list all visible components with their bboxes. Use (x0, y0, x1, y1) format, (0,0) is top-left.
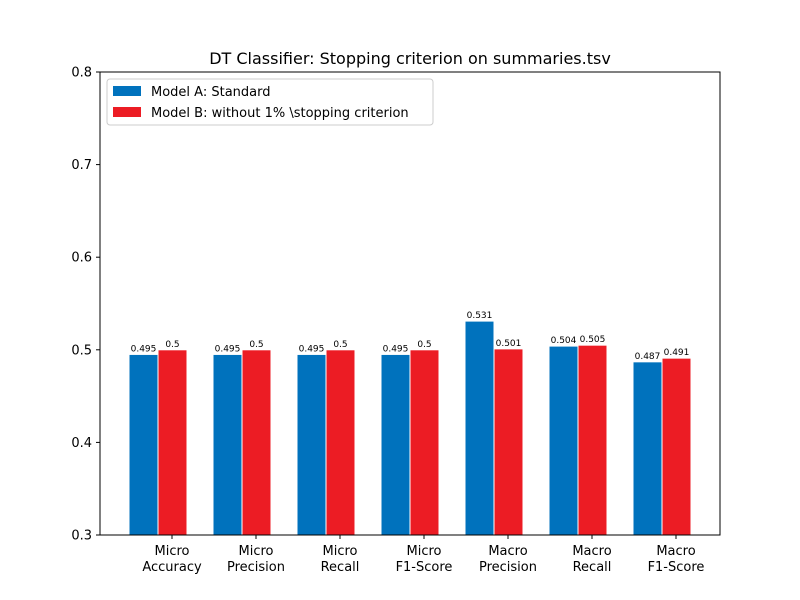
data-label: 0.505 (580, 335, 606, 345)
y-tick-label: 0.4 (71, 436, 92, 451)
data-label: 0.5 (333, 340, 347, 350)
plot-frame (99, 71, 721, 536)
bar-model-a (632, 361, 663, 536)
legend-swatch (113, 86, 141, 96)
legend-label: Model B: without 1% \stopping criterion (151, 106, 409, 121)
legend-box (106, 78, 434, 126)
y-axis: 0.3 0.4 0.5 0.6 0.7 0.8 (71, 66, 100, 544)
bars-group: 0.495 0.5 0.495 0.5 0.495 0.5 0.495 0.5 0.531 0.5… (128, 311, 692, 536)
x-axis: MicroAccuracyMicroPrecisionMicroRecallMi… (142, 535, 704, 575)
x-tick-label: Micro (155, 544, 190, 559)
bar-model-b (325, 349, 356, 536)
data-label: 0.501 (496, 339, 522, 349)
data-label: 0.504 (551, 336, 577, 346)
x-tick-label: Recall (321, 560, 360, 575)
y-tick-label: 0.6 (71, 251, 92, 266)
bar-model-b (157, 349, 188, 536)
y-tick-label: 0.3 (71, 529, 92, 544)
x-tick-label: F1-Score (396, 560, 453, 575)
data-label: 0.495 (215, 344, 241, 354)
bar-model-b (493, 348, 524, 536)
bar-model-b (241, 349, 272, 536)
data-label: 0.5 (417, 340, 431, 350)
data-label: 0.531 (467, 311, 493, 321)
data-label: 0.5 (165, 340, 179, 350)
legend-label: Model A: Standard (151, 85, 270, 100)
data-label: 0.495 (299, 344, 325, 354)
bar-model-a (212, 353, 243, 536)
x-tick-label: F1-Score (648, 560, 705, 575)
bar-model-b (409, 349, 440, 536)
x-tick-label: Micro (239, 544, 274, 559)
data-label: 0.495 (383, 344, 409, 354)
x-tick-label: Accuracy (142, 560, 202, 575)
bar-model-a (548, 345, 579, 536)
legend: Model A: Standard Model B: without 1% \st… (106, 78, 434, 126)
chart-title: DT Classifier: Stopping criterion on sum… (209, 49, 611, 68)
bar-model-b (661, 357, 692, 536)
bar-model-a (380, 353, 411, 536)
data-label: 0.495 (131, 344, 157, 354)
x-tick-label: Micro (323, 544, 358, 559)
legend-swatch (113, 107, 141, 117)
y-tick-label: 0.7 (71, 158, 92, 173)
x-tick-label: Macro (488, 544, 527, 559)
x-tick-label: Recall (573, 560, 612, 575)
x-tick-label: Macro (656, 544, 695, 559)
bar-model-a (128, 353, 159, 536)
bar-model-a (296, 353, 327, 536)
data-label: 0.5 (249, 340, 263, 350)
x-tick-label: Micro (407, 544, 442, 559)
x-tick-label: Macro (572, 544, 611, 559)
data-label: 0.491 (664, 348, 690, 358)
bar-model-b (577, 344, 608, 536)
y-tick-label: 0.5 (71, 343, 92, 358)
data-label: 0.487 (635, 352, 661, 362)
x-tick-label: Precision (479, 560, 537, 575)
x-tick-label: Precision (227, 560, 285, 575)
y-tick-label: 0.8 (71, 66, 92, 81)
bar-model-a (464, 320, 495, 536)
